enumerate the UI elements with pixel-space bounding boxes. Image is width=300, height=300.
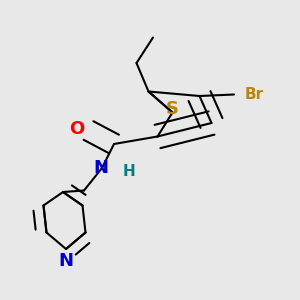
Text: N: N	[93, 159, 108, 177]
Text: O: O	[69, 120, 84, 138]
Text: S: S	[166, 100, 179, 118]
Text: H: H	[123, 164, 136, 178]
Text: N: N	[58, 252, 74, 270]
Text: Br: Br	[244, 87, 264, 102]
